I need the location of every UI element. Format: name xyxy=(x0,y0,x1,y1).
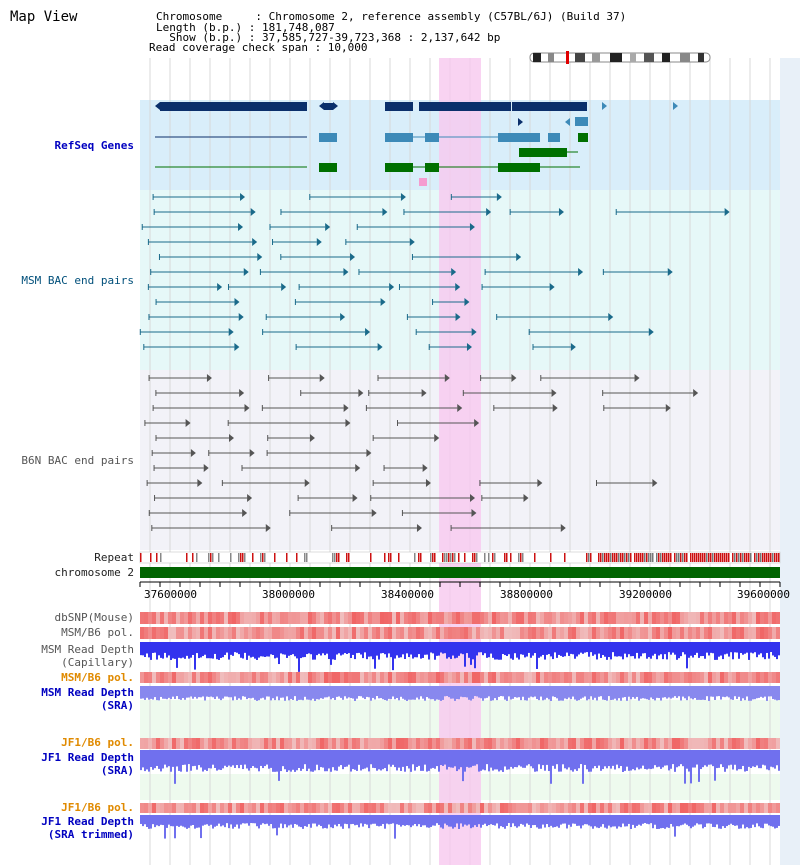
msm-b6-pol-label[interactable]: MSM/B6 pol. xyxy=(61,626,134,639)
dbsnp-label[interactable]: dbSNP(Mouse) xyxy=(54,611,134,624)
gene-feature xyxy=(419,102,511,111)
repeat-track[interactable] xyxy=(140,553,780,562)
chromosome-ideogram[interactable] xyxy=(529,51,711,64)
length-info: Length (b.p.) : 181,748,087 xyxy=(156,21,335,34)
b6n-bac-label[interactable]: B6N BAC end pairs xyxy=(21,454,134,467)
show-range-info: Show (b.p.) : 37,585,727-39,723,368 : 2,… xyxy=(156,31,501,44)
axis-tick-label: 39600000 xyxy=(737,588,790,601)
chromosome-bar[interactable] xyxy=(140,567,780,578)
jf1-b6-pol-label[interactable]: JF1/B6 pol. xyxy=(61,736,134,749)
jf1-b6-pol-label-2[interactable]: JF1/B6 pol. xyxy=(61,801,134,814)
refseq-genes-label[interactable]: RefSeq Genes xyxy=(54,139,134,152)
sra-sub-label: (SRA) xyxy=(100,699,134,712)
refseq-genes-track[interactable] xyxy=(155,102,678,186)
axis-tick-label: 39200000 xyxy=(619,588,672,601)
selection-highlight[interactable] xyxy=(439,58,481,865)
axis-tick-label: 38400000 xyxy=(381,588,434,601)
msm-b6-pol-label-2[interactable]: MSM/B6 pol. xyxy=(61,671,134,684)
jf1-read-depth-sra-track[interactable] xyxy=(140,750,780,784)
ideogram-position-marker xyxy=(566,51,569,64)
capillary-sub-label: (Capillary) xyxy=(61,656,134,669)
dbsnp-heat-track[interactable] xyxy=(140,612,780,624)
repeat-label: Repeat xyxy=(94,551,134,564)
axis-tick-label: 38000000 xyxy=(262,588,315,601)
jf1-read-depth-trimmed-label[interactable]: JF1 Read Depth xyxy=(41,815,134,828)
right-scroll-strip[interactable] xyxy=(780,58,800,865)
chromosome-info: Chromosome : Chromosome 2, reference ass… xyxy=(156,10,627,23)
map-view-title: Map View xyxy=(10,9,78,25)
sra-trimmed-sub-label: (SRA trimmed) xyxy=(47,828,134,841)
chromosome-label: chromosome 2 xyxy=(54,566,134,579)
jf1-sra-sub-label: (SRA) xyxy=(100,764,134,777)
gene-feature xyxy=(385,102,413,111)
coverage-span-info: Read coverage check span : 10,000 xyxy=(149,41,368,54)
msm-read-depth-sra-track[interactable] xyxy=(140,686,780,701)
axis-tick-label: 37600000 xyxy=(144,588,197,601)
gene-feature xyxy=(512,102,587,111)
msm-read-depth-capillary-label[interactable]: MSM Read Depth xyxy=(41,643,134,656)
msm-b6-pol-heat-track-1[interactable] xyxy=(140,627,780,639)
msm-read-depth-capillary-track[interactable] xyxy=(140,642,780,672)
axis-tick-marks xyxy=(139,582,781,587)
axis-tick-label: 38800000 xyxy=(500,588,553,601)
jf1-b6-pol-heat-track-2[interactable] xyxy=(140,803,780,813)
jf1-read-depth-sra-trimmed-track[interactable] xyxy=(140,815,780,839)
msm-bac-label[interactable]: MSM BAC end pairs xyxy=(21,274,134,287)
jf1-b6-pol-heat-track-1[interactable] xyxy=(140,738,780,749)
msm-bac-end-pairs-track[interactable] xyxy=(139,193,730,351)
b6n-bac-end-pairs-track[interactable] xyxy=(144,374,699,532)
gene-feature xyxy=(160,102,307,111)
jf1-read-depth-sra-label[interactable]: JF1 Read Depth xyxy=(41,751,134,764)
msm-b6-pol-heat-track-2[interactable] xyxy=(140,672,780,683)
msm-read-depth-sra-label[interactable]: MSM Read Depth xyxy=(41,686,134,699)
